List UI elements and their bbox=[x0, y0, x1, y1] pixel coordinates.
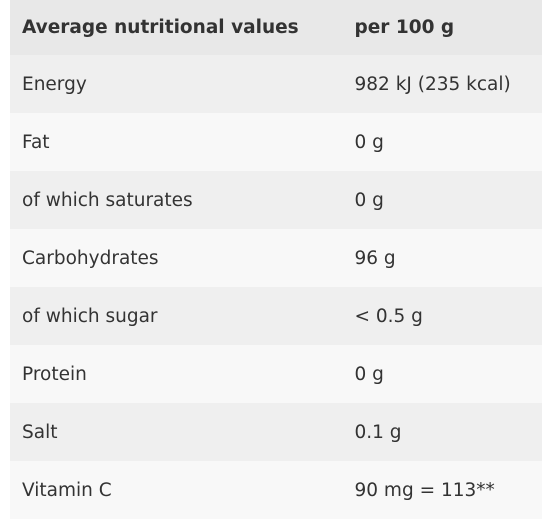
nutrient-name: Salt bbox=[10, 403, 343, 461]
nutrient-name: of which sugar bbox=[10, 287, 343, 345]
table-row-vitamin-c: Vitamin C 90 mg = 113** bbox=[10, 461, 542, 519]
nutrient-name: Carbohydrates bbox=[10, 229, 343, 287]
table-row-carbohydrates: Carbohydrates 96 g bbox=[10, 229, 542, 287]
nutrient-name: of which saturates bbox=[10, 171, 343, 229]
nutrient-name: Energy bbox=[10, 55, 343, 113]
nutrient-value: 0 g bbox=[342, 113, 542, 171]
nutrient-value: 90 mg = 113** bbox=[342, 461, 542, 519]
nutrient-value: 0 g bbox=[342, 171, 542, 229]
table-row-protein: Protein 0 g bbox=[10, 345, 542, 403]
nutrient-name: Fat bbox=[10, 113, 343, 171]
nutrient-value: 0 g bbox=[342, 345, 542, 403]
table-row-energy: Energy 982 kJ (235 kcal) bbox=[10, 55, 542, 113]
table-row-salt: Salt 0.1 g bbox=[10, 403, 542, 461]
nutrient-value: 0.1 g bbox=[342, 403, 542, 461]
nutrient-value: 982 kJ (235 kcal) bbox=[342, 55, 542, 113]
nutrient-name: Protein bbox=[10, 345, 343, 403]
header-row: Average nutritional values per 100 g bbox=[10, 0, 542, 55]
table-row-fat: Fat 0 g bbox=[10, 113, 542, 171]
nutrient-value: 96 g bbox=[342, 229, 542, 287]
header-nutrient-label: Average nutritional values bbox=[10, 0, 343, 55]
nutrition-table: Average nutritional values per 100 g Ene… bbox=[10, 0, 542, 519]
nutrient-value: < 0.5 g bbox=[342, 287, 542, 345]
table-header: Average nutritional values per 100 g bbox=[10, 0, 542, 55]
header-amount-label: per 100 g bbox=[342, 0, 542, 55]
nutrient-name: Vitamin C bbox=[10, 461, 343, 519]
table-body: Energy 982 kJ (235 kcal) Fat 0 g of whic… bbox=[10, 55, 542, 519]
table-row-sugar: of which sugar < 0.5 g bbox=[10, 287, 542, 345]
table-row-saturates: of which saturates 0 g bbox=[10, 171, 542, 229]
